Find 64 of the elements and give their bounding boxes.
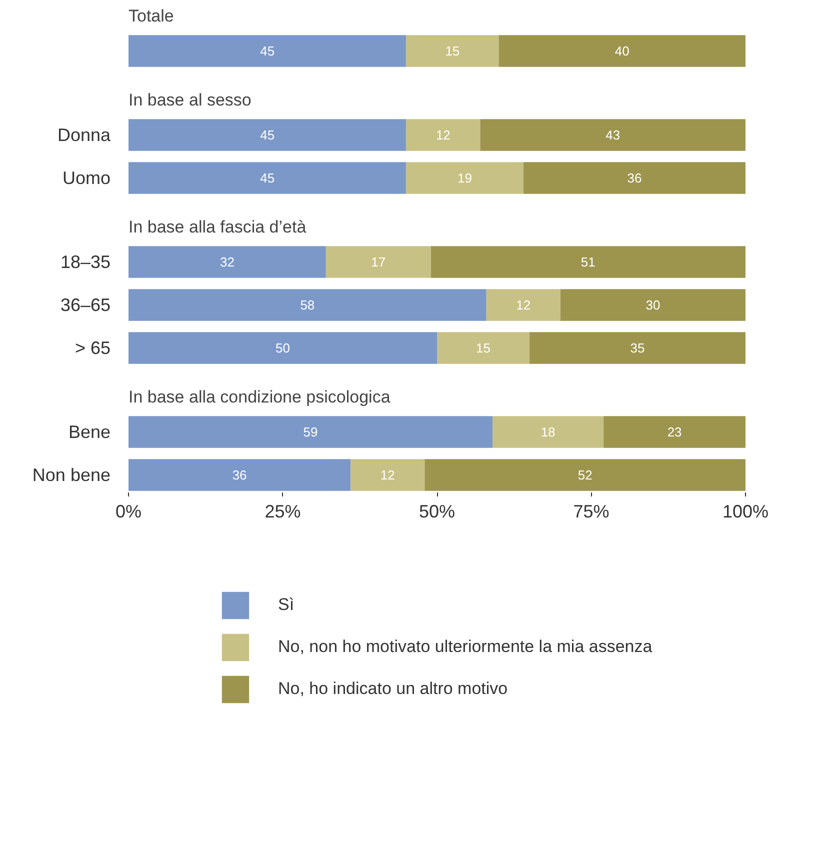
data-label: 45	[260, 128, 275, 142]
bar	[523, 162, 746, 194]
data-label: 30	[646, 298, 660, 312]
bar	[128, 416, 493, 448]
legend-label: No, non ho motivato ulteriormente la mia assenza	[278, 637, 652, 657]
bar	[128, 332, 437, 364]
x-tick-label: 100%	[722, 502, 769, 522]
data-label: 18	[540, 424, 556, 440]
bar	[406, 162, 524, 194]
x-tick-label: 75%	[573, 502, 610, 522]
bar	[530, 332, 746, 364]
bar	[350, 459, 425, 491]
data-label: 15	[476, 340, 491, 356]
x-tick-label: 25%	[264, 502, 301, 522]
bar	[128, 459, 351, 491]
chart-title: In base al sesso	[128, 90, 252, 110]
legend-label: Sì	[278, 595, 296, 615]
x-tick-label: 50%	[418, 502, 456, 522]
bar	[437, 332, 530, 364]
data-label: 23	[667, 424, 682, 440]
y-tick-label: Uomo	[62, 168, 110, 188]
data-label: 12	[516, 298, 531, 312]
data-label: 43	[606, 128, 620, 142]
data-label: 32	[220, 254, 234, 270]
legend-label: No, ho indicato un altro motivo	[278, 679, 508, 699]
x-tick-label: 0%	[115, 502, 142, 522]
y-tick-label: 36–65	[60, 295, 111, 315]
data-label: 51	[580, 254, 596, 270]
bar	[128, 246, 326, 278]
data-label: 36	[627, 170, 642, 186]
bar	[128, 289, 486, 321]
bar	[424, 459, 746, 491]
y-tick-label: > 65	[74, 338, 111, 358]
data-label: 35	[630, 340, 645, 356]
bar	[480, 119, 746, 151]
data-label: 36	[232, 468, 247, 482]
data-label: 59	[303, 424, 318, 440]
bar	[492, 416, 604, 448]
bar	[604, 416, 746, 448]
data-label: 45	[260, 44, 275, 58]
data-label: 45	[260, 170, 275, 186]
data-label: 19	[458, 170, 472, 186]
bar	[486, 289, 560, 321]
bar	[560, 289, 746, 321]
data-label: 15	[445, 44, 460, 58]
data-label: 50	[276, 340, 290, 356]
y-tick-label: Non bene	[32, 465, 111, 485]
chart-title: Totale	[128, 6, 174, 26]
data-label: 40	[614, 44, 630, 58]
chart-title: In base alla condizione psicologica	[128, 388, 391, 406]
bar	[128, 119, 406, 151]
bar	[430, 246, 746, 278]
bar	[128, 162, 406, 194]
bar	[326, 246, 431, 278]
y-tick-label: 18–35	[60, 252, 111, 272]
chart-title: In base alla fascia d’età	[128, 218, 307, 236]
y-tick-label: Bene	[68, 422, 111, 442]
data-label: 17	[371, 254, 386, 270]
data-label: 12	[436, 128, 450, 142]
bar	[406, 119, 480, 151]
data-label: 12	[380, 468, 395, 482]
data-label: 52	[578, 468, 592, 482]
data-label: 58	[300, 298, 315, 312]
y-tick-label: Donna	[57, 125, 112, 145]
